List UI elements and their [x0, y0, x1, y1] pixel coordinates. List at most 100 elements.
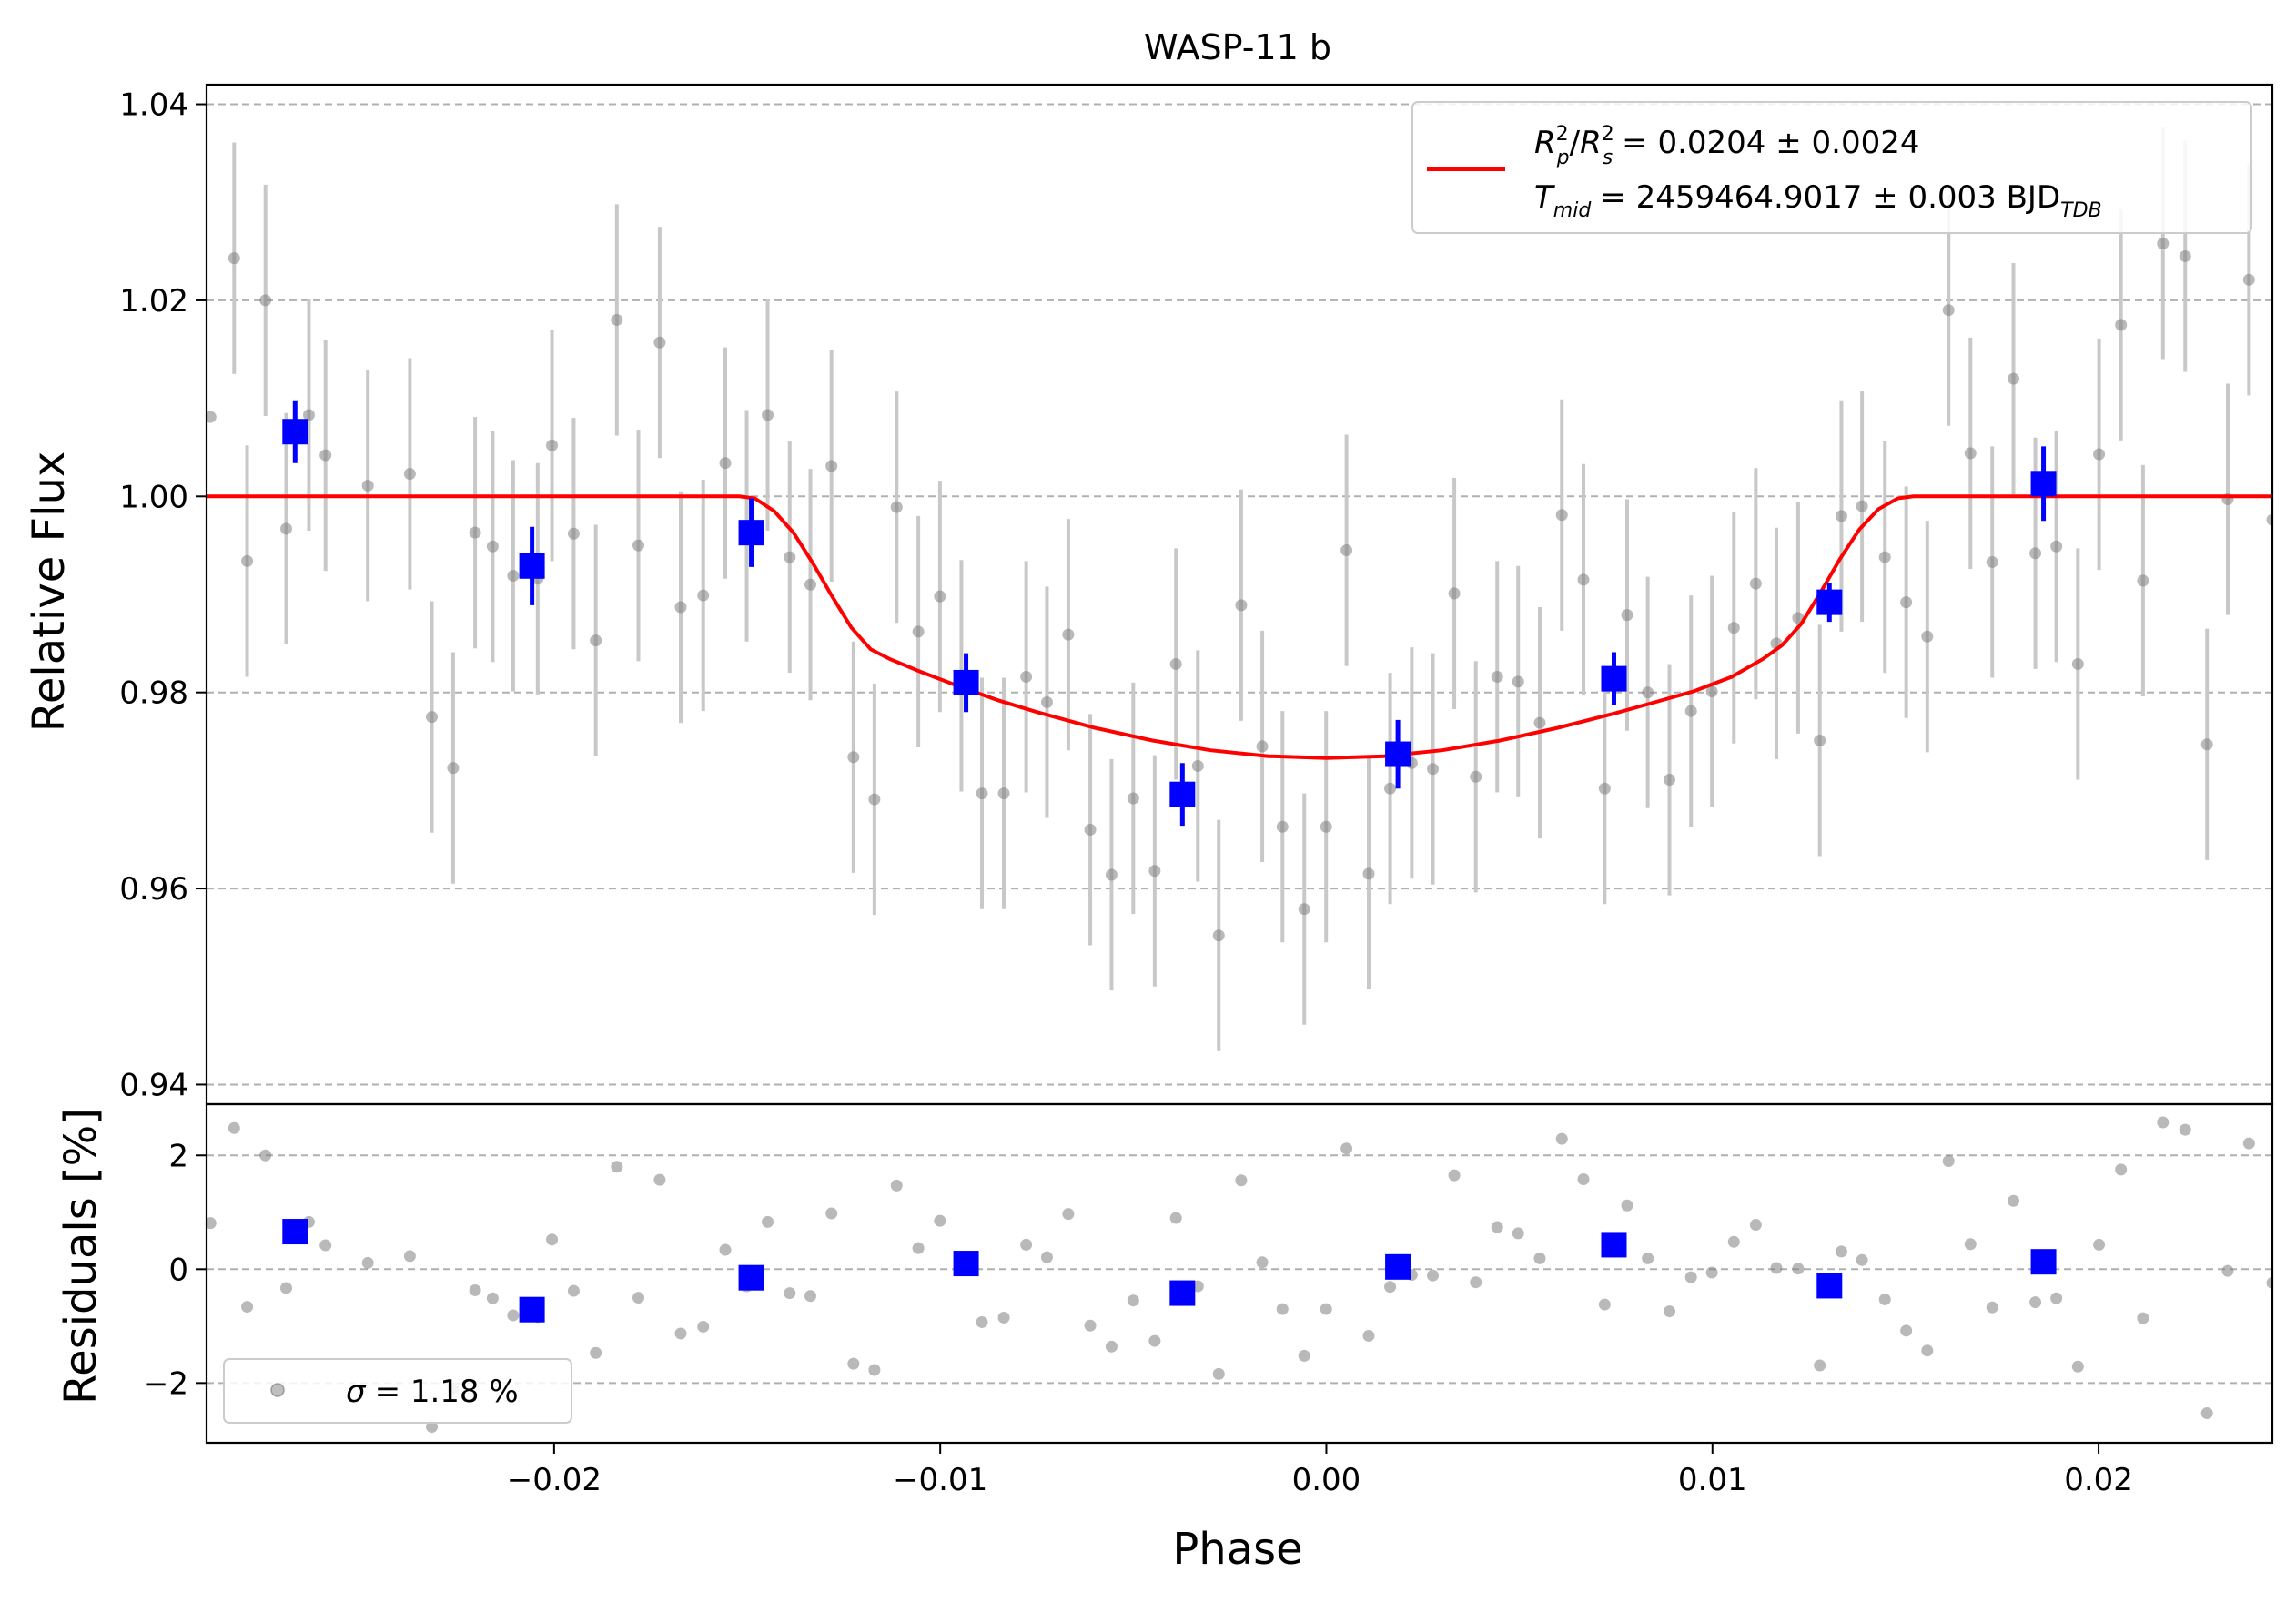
legend-math-rs-sup: 2	[1602, 123, 1614, 146]
residual-point	[2137, 1312, 2149, 1324]
residuals-x-ticks: −0.02 −0.01 0.00 0.01 0.02	[507, 1443, 2133, 1498]
residual-point	[632, 1292, 644, 1304]
flux-data-point	[1427, 763, 1440, 776]
residual-point	[2157, 1116, 2170, 1129]
flux-data-point	[976, 787, 988, 800]
flux-data-point	[2200, 738, 2213, 751]
residuals-y-ticks: −2 0 2	[143, 1138, 207, 1402]
residual-point	[469, 1283, 481, 1296]
residual-point	[1942, 1155, 1955, 1168]
flux-y-tick-label: 1.00	[119, 479, 188, 515]
flux-data-point	[2266, 513, 2272, 526]
flux-data-points	[207, 237, 2272, 942]
residual-point	[259, 1149, 272, 1162]
residual-point	[1856, 1253, 1868, 1266]
flux-data-point	[697, 589, 710, 602]
flux-data-point	[1105, 868, 1118, 881]
residual-point	[1427, 1269, 1440, 1282]
residual-point	[1684, 1271, 1697, 1283]
residual-point	[1256, 1256, 1269, 1269]
flux-data-point	[784, 551, 796, 563]
flux-data-point	[1040, 695, 1053, 708]
residual-point	[361, 1256, 374, 1269]
legend-residual-marker	[270, 1383, 285, 1397]
flux-panel: 0.940.960.981.001.021.04 R2 p/R2 s = 0.0204…	[24, 83, 2274, 1106]
legend-tdb-sub: TDB	[2060, 199, 2101, 222]
flux-data-point	[804, 578, 817, 591]
residual-point	[1062, 1208, 1075, 1221]
residual-point	[912, 1242, 925, 1254]
residual-binned-point	[1816, 1273, 1843, 1299]
flux-data-point	[302, 409, 315, 421]
residual-point	[1512, 1227, 1524, 1240]
flux-data-point	[546, 439, 559, 451]
flux-data-point	[1577, 573, 1590, 586]
x-tick-label: −0.02	[507, 1462, 602, 1498]
flux-data-point	[1942, 304, 1955, 317]
residual-point	[279, 1282, 292, 1294]
flux-data-point	[590, 634, 602, 647]
residual-point	[2179, 1123, 2191, 1136]
flux-data-point	[1921, 630, 1934, 643]
flux-data-point	[1727, 622, 1740, 634]
residual-point	[653, 1173, 666, 1186]
residual-point	[697, 1320, 710, 1333]
residual-point	[1621, 1199, 1633, 1212]
residuals-legend: σ = 1.18 %	[223, 1358, 572, 1424]
flux-binned-point	[738, 520, 764, 546]
flux-y-axis-label: Relative Flux	[24, 451, 75, 733]
residual-point	[890, 1179, 903, 1192]
flux-y-tick-label: 0.96	[119, 871, 188, 908]
residual-point	[1084, 1319, 1097, 1332]
residual-binned-point	[519, 1296, 545, 1323]
flux-data-point	[1148, 865, 1161, 878]
flux-data-point	[1127, 792, 1139, 805]
residual-binned-point	[2030, 1249, 2057, 1275]
residuals-legend-box	[223, 1358, 572, 1424]
residual-point	[762, 1215, 774, 1228]
flux-data-point	[934, 590, 946, 603]
residual-point	[546, 1233, 559, 1246]
flux-data-point	[674, 601, 687, 614]
flux-data-point	[1598, 782, 1611, 795]
flux-data-point	[259, 294, 272, 307]
flux-y-tick-label: 0.98	[119, 675, 188, 712]
flux-data-point	[890, 501, 903, 513]
residual-point	[567, 1284, 580, 1297]
flux-data-point	[228, 252, 240, 265]
flux-y-tick-label: 1.02	[119, 283, 188, 320]
x-tick-label: 0.02	[2064, 1462, 2133, 1498]
legend-math-rs: R	[1580, 125, 1602, 161]
residual-point	[674, 1327, 687, 1340]
legend-sigma-value: = 1.18 %	[375, 1374, 519, 1410]
residuals-axes-frame	[205, 1102, 2274, 1445]
flux-data-point	[1276, 820, 1289, 833]
residual-point	[934, 1214, 946, 1227]
flux-data-point	[997, 787, 1010, 800]
residuals-y-tick-label: 2	[168, 1138, 188, 1174]
residuals-panel: −2 0 2 −0.02 −0.01 0.00 0.01 0.02 σ = 1.18 % Re…	[56, 1102, 2274, 1575]
flux-data-point	[1749, 577, 1762, 590]
flux-data-point	[1470, 770, 1482, 783]
residual-point	[1340, 1142, 1353, 1155]
residual-binned-point	[1385, 1253, 1411, 1280]
residual-point	[1235, 1174, 1248, 1187]
flux-data-point	[2008, 372, 2020, 385]
residual-point	[486, 1292, 499, 1304]
flux-data-point	[279, 522, 292, 535]
residual-point	[2221, 1264, 2234, 1277]
flux-data-point	[1814, 734, 1826, 746]
flux-data-point	[1642, 686, 1654, 699]
flux-data-point	[611, 313, 623, 326]
flux-data-point	[1169, 657, 1182, 670]
residual-point	[319, 1239, 332, 1252]
flux-data-point	[1448, 587, 1461, 600]
residual-point	[2008, 1194, 2020, 1207]
flux-data-point	[1555, 509, 1568, 522]
flux-data-point	[241, 554, 254, 567]
residual-point	[847, 1357, 860, 1370]
flux-binned-point	[1601, 665, 1627, 692]
flux-data-point	[1191, 759, 1204, 772]
residual-point	[1555, 1132, 1568, 1145]
